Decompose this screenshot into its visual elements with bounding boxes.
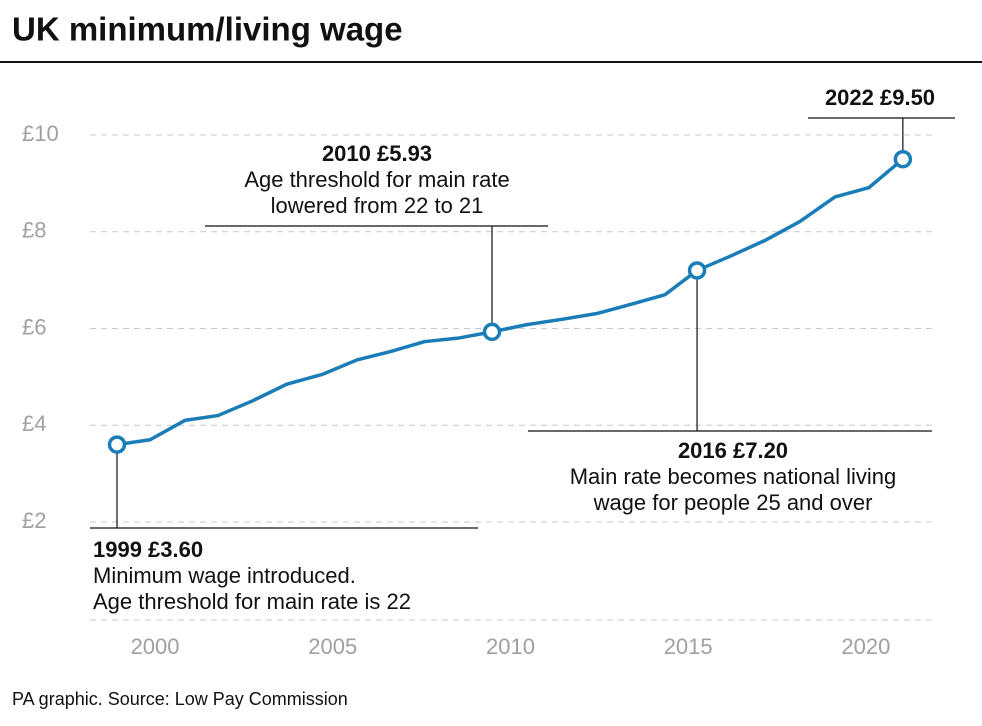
annotation-text: Main rate becomes national living [570,464,897,489]
annotation-label: 1999 £3.60 [93,537,203,562]
source: PA graphic. Source: Low Pay Commission [12,689,348,709]
annotation-text: Minimum wage introduced. [93,563,356,588]
x-tick-label: 2005 [308,634,357,659]
annotation-label: 2010 £5.93 [322,141,432,166]
annotation-text: lowered from 22 to 21 [271,193,484,218]
x-tick-label: 2020 [841,634,890,659]
highlight-point [482,322,502,342]
x-tick-label: 2010 [486,634,535,659]
x-tick-label: 2000 [131,634,180,659]
chart-title: UK minimum/living wage [12,11,403,48]
highlight-point [107,435,127,454]
highlight-point [687,261,707,280]
y-tick-label: £10 [22,121,59,146]
data-line [116,157,904,447]
annotation-text: Age threshold for main rate is 22 [93,589,411,614]
annotation-label: 2022 £9.50 [825,85,935,110]
y-tick-label: £2 [22,508,46,533]
annotation-label: 2016 £7.20 [678,438,788,463]
y-tick-label: £6 [22,314,46,339]
y-tick-label: £8 [22,218,46,243]
highlight-point [893,149,913,169]
annotation-text: Age threshold for main rate [244,167,509,192]
y-tick-label: £4 [22,411,46,436]
x-tick-label: 2015 [664,634,713,659]
annotation-text: wage for people 25 and over [593,490,873,515]
